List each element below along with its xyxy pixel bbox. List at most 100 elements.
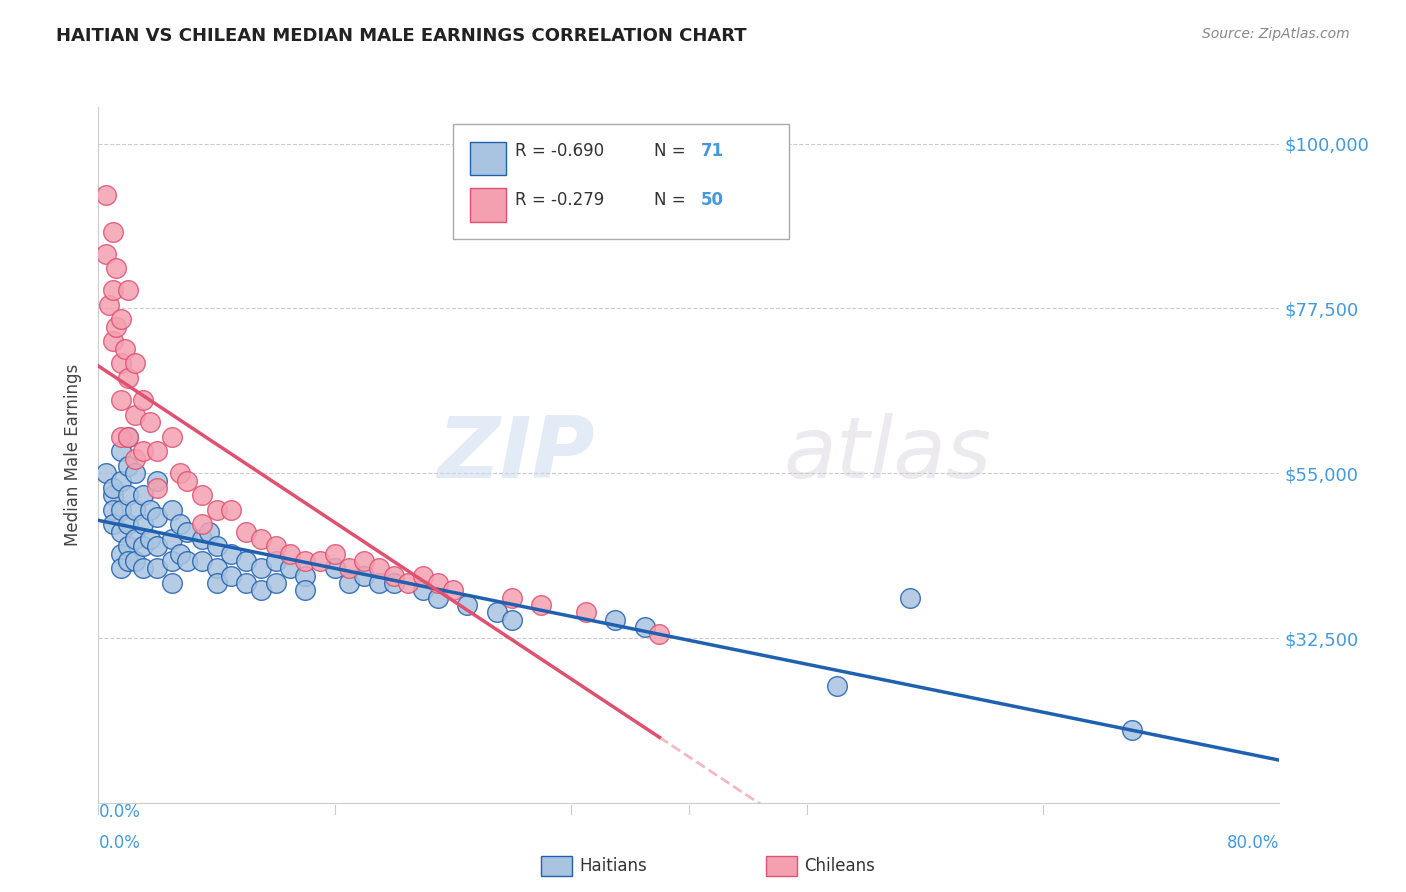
Point: [294, 583, 316, 598]
Text: Chileans: Chileans: [804, 857, 875, 875]
Point: [124, 467, 146, 481]
Point: [146, 510, 169, 524]
Point: [250, 561, 273, 575]
Point: [501, 591, 523, 605]
Point: [278, 547, 302, 561]
Point: [117, 554, 139, 568]
Point: [117, 458, 139, 473]
Point: [339, 576, 360, 591]
Text: 0.0%: 0.0%: [98, 834, 141, 852]
Point: [110, 561, 132, 575]
Text: 71: 71: [700, 142, 724, 160]
Point: [825, 679, 848, 693]
Point: [382, 568, 405, 582]
Point: [117, 540, 139, 554]
Point: [412, 568, 434, 582]
Point: [323, 547, 346, 561]
Point: [205, 561, 228, 575]
Point: [132, 561, 155, 575]
Text: 0.0%: 0.0%: [98, 803, 141, 821]
Point: [110, 356, 132, 370]
Point: [176, 524, 198, 539]
Point: [382, 576, 405, 591]
Point: [264, 540, 287, 554]
Point: [146, 561, 169, 575]
Point: [235, 554, 257, 568]
Point: [110, 392, 132, 407]
Point: [124, 503, 146, 517]
Point: [139, 532, 162, 546]
Point: [250, 583, 273, 598]
Text: N =: N =: [654, 191, 690, 209]
Point: [110, 524, 132, 539]
Point: [427, 591, 450, 605]
Point: [205, 576, 228, 591]
Text: N =: N =: [654, 142, 690, 160]
Point: [162, 503, 183, 517]
Point: [456, 598, 478, 612]
Point: [339, 561, 360, 575]
Point: [103, 283, 125, 297]
Point: [205, 540, 228, 554]
Point: [105, 319, 128, 334]
Point: [110, 503, 132, 517]
Point: [117, 488, 139, 502]
Point: [353, 554, 375, 568]
Point: [353, 568, 375, 582]
Text: Source: ZipAtlas.com: Source: ZipAtlas.com: [1202, 27, 1350, 41]
Point: [162, 554, 183, 568]
Point: [530, 598, 553, 612]
Point: [169, 467, 191, 481]
Text: atlas: atlas: [783, 413, 991, 497]
Point: [486, 606, 509, 620]
Point: [219, 547, 242, 561]
Point: [162, 532, 183, 546]
Point: [368, 561, 391, 575]
Text: R = -0.279: R = -0.279: [516, 191, 605, 209]
Point: [169, 547, 191, 561]
Point: [309, 554, 332, 568]
Point: [103, 517, 125, 532]
Point: [94, 188, 117, 202]
Point: [103, 503, 125, 517]
Point: [250, 532, 273, 546]
Point: [396, 576, 419, 591]
Point: [278, 561, 302, 575]
Point: [132, 444, 155, 458]
Point: [264, 554, 287, 568]
Point: [191, 554, 214, 568]
Point: [117, 429, 139, 443]
Point: [114, 342, 136, 356]
Point: [117, 429, 139, 443]
Point: [198, 524, 221, 539]
Point: [605, 613, 627, 627]
Y-axis label: Median Male Earnings: Median Male Earnings: [65, 364, 83, 546]
Point: [219, 503, 242, 517]
Text: ZIP: ZIP: [437, 413, 595, 497]
Point: [162, 576, 183, 591]
Point: [124, 532, 146, 546]
Text: R = -0.690: R = -0.690: [516, 142, 605, 160]
Point: [219, 568, 242, 582]
Text: 50: 50: [700, 191, 724, 209]
Point: [132, 517, 155, 532]
Point: [633, 620, 655, 634]
Point: [117, 371, 139, 385]
Point: [191, 488, 214, 502]
Point: [117, 517, 139, 532]
Point: [368, 576, 391, 591]
Point: [117, 283, 139, 297]
Point: [176, 474, 198, 488]
Text: HAITIAN VS CHILEAN MEDIAN MALE EARNINGS CORRELATION CHART: HAITIAN VS CHILEAN MEDIAN MALE EARNINGS …: [56, 27, 747, 45]
Point: [110, 429, 132, 443]
Point: [103, 488, 125, 502]
Point: [132, 488, 155, 502]
Point: [205, 503, 228, 517]
Point: [124, 356, 146, 370]
Point: [900, 591, 922, 605]
Point: [146, 474, 169, 488]
Point: [648, 627, 671, 641]
Point: [103, 334, 125, 349]
Point: [294, 554, 316, 568]
Point: [501, 613, 523, 627]
